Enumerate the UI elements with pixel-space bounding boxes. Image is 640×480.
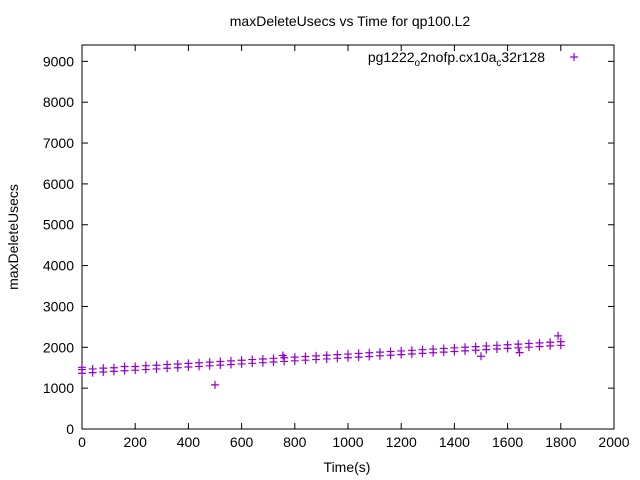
y-tick-label: 4000: [43, 258, 74, 274]
data-point: [195, 358, 204, 367]
data-point: [418, 345, 427, 354]
x-tick-label: 400: [177, 434, 201, 450]
y-tick-label: 1000: [43, 380, 74, 396]
data-point: [503, 340, 512, 349]
data-point: [78, 363, 86, 372]
data-point: [524, 339, 533, 348]
data-point: [163, 360, 172, 369]
data-point: [184, 359, 193, 368]
data-point: [269, 354, 278, 363]
data-point: [109, 363, 118, 372]
legend-text: 32r128: [501, 49, 545, 65]
data-point: [344, 350, 352, 359]
data-point: [429, 345, 438, 354]
data-point: [248, 355, 257, 364]
data-point: [237, 356, 246, 365]
x-axis-label: Time(s): [324, 459, 371, 475]
data-point: [492, 341, 501, 350]
data-point: [386, 347, 395, 356]
y-tick-label: 6000: [43, 176, 74, 192]
y-tick-label: 2000: [43, 339, 74, 355]
data-point: [99, 364, 108, 373]
x-tick-label: 200: [124, 434, 148, 450]
data-point: [482, 341, 491, 350]
x-tick-label: 1600: [492, 434, 523, 450]
data-point: [515, 348, 524, 357]
data-point: [407, 346, 416, 355]
legend-marker-plus: [570, 53, 578, 61]
data-point: [354, 349, 363, 358]
data-point: [312, 351, 321, 360]
data-point: [141, 361, 150, 370]
x-tick-label: 800: [283, 434, 307, 450]
y-tick-label: 5000: [43, 217, 74, 233]
data-point: [216, 357, 225, 366]
data-point: [290, 353, 299, 362]
data-point: [461, 343, 470, 352]
data-point: [535, 338, 544, 347]
data-points: [78, 331, 565, 389]
y-axis-label: maxDeleteUsecs: [5, 184, 21, 290]
x-tick-label: 0: [78, 434, 86, 450]
data-point: [546, 338, 555, 347]
data-point: [514, 340, 523, 349]
data-point: [365, 348, 374, 357]
data-point: [439, 344, 448, 353]
legend-text: pg1222: [368, 49, 415, 65]
axes: 0 200 400 600 800 1000 1200 1400 1600 1800 2000 0 10…: [43, 44, 630, 450]
data-point: [120, 362, 129, 371]
x-tick-label: 2000: [598, 434, 629, 450]
x-tick-label: 1200: [386, 434, 417, 450]
y-tick-label: 9000: [43, 53, 74, 69]
chart-title: maxDeleteUsecs vs Time for qp100.L2: [230, 13, 471, 29]
data-point: [226, 356, 235, 365]
data-point: [375, 348, 384, 357]
legend-subscript: c: [496, 58, 501, 69]
data-point: [556, 337, 565, 346]
data-point: [322, 351, 331, 360]
legend-marker: [570, 53, 578, 61]
legend-text: 2nofp.cx10a: [420, 49, 496, 65]
x-tick-label: 1400: [439, 434, 470, 450]
x-tick-label: 1800: [545, 434, 576, 450]
data-point: [280, 353, 289, 362]
y-tick-label: 7000: [43, 135, 74, 151]
y-tick-label: 3000: [43, 298, 74, 314]
data-point: [554, 331, 563, 340]
y-tick-label: 8000: [43, 94, 74, 110]
x-tick-label: 1000: [332, 434, 363, 450]
data-point: [471, 342, 480, 351]
data-point: [258, 355, 267, 364]
x-tick-label: 600: [230, 434, 254, 450]
data-point: [211, 380, 219, 389]
data-point: [450, 343, 459, 352]
y-tick-label: 0: [66, 421, 74, 437]
data-point: [205, 358, 214, 367]
data-point: [397, 346, 406, 355]
legend-label: pg1222o2nofp.cx10ac32r128: [368, 49, 545, 69]
data-point: [131, 362, 140, 371]
data-point: [301, 352, 310, 361]
data-point: [152, 361, 161, 370]
data-point: [477, 352, 485, 361]
plot-border: [81, 44, 615, 430]
legend-subscript: o: [415, 58, 421, 69]
data-point: [333, 350, 342, 359]
data-point: [173, 359, 182, 368]
data-point: [88, 364, 97, 373]
